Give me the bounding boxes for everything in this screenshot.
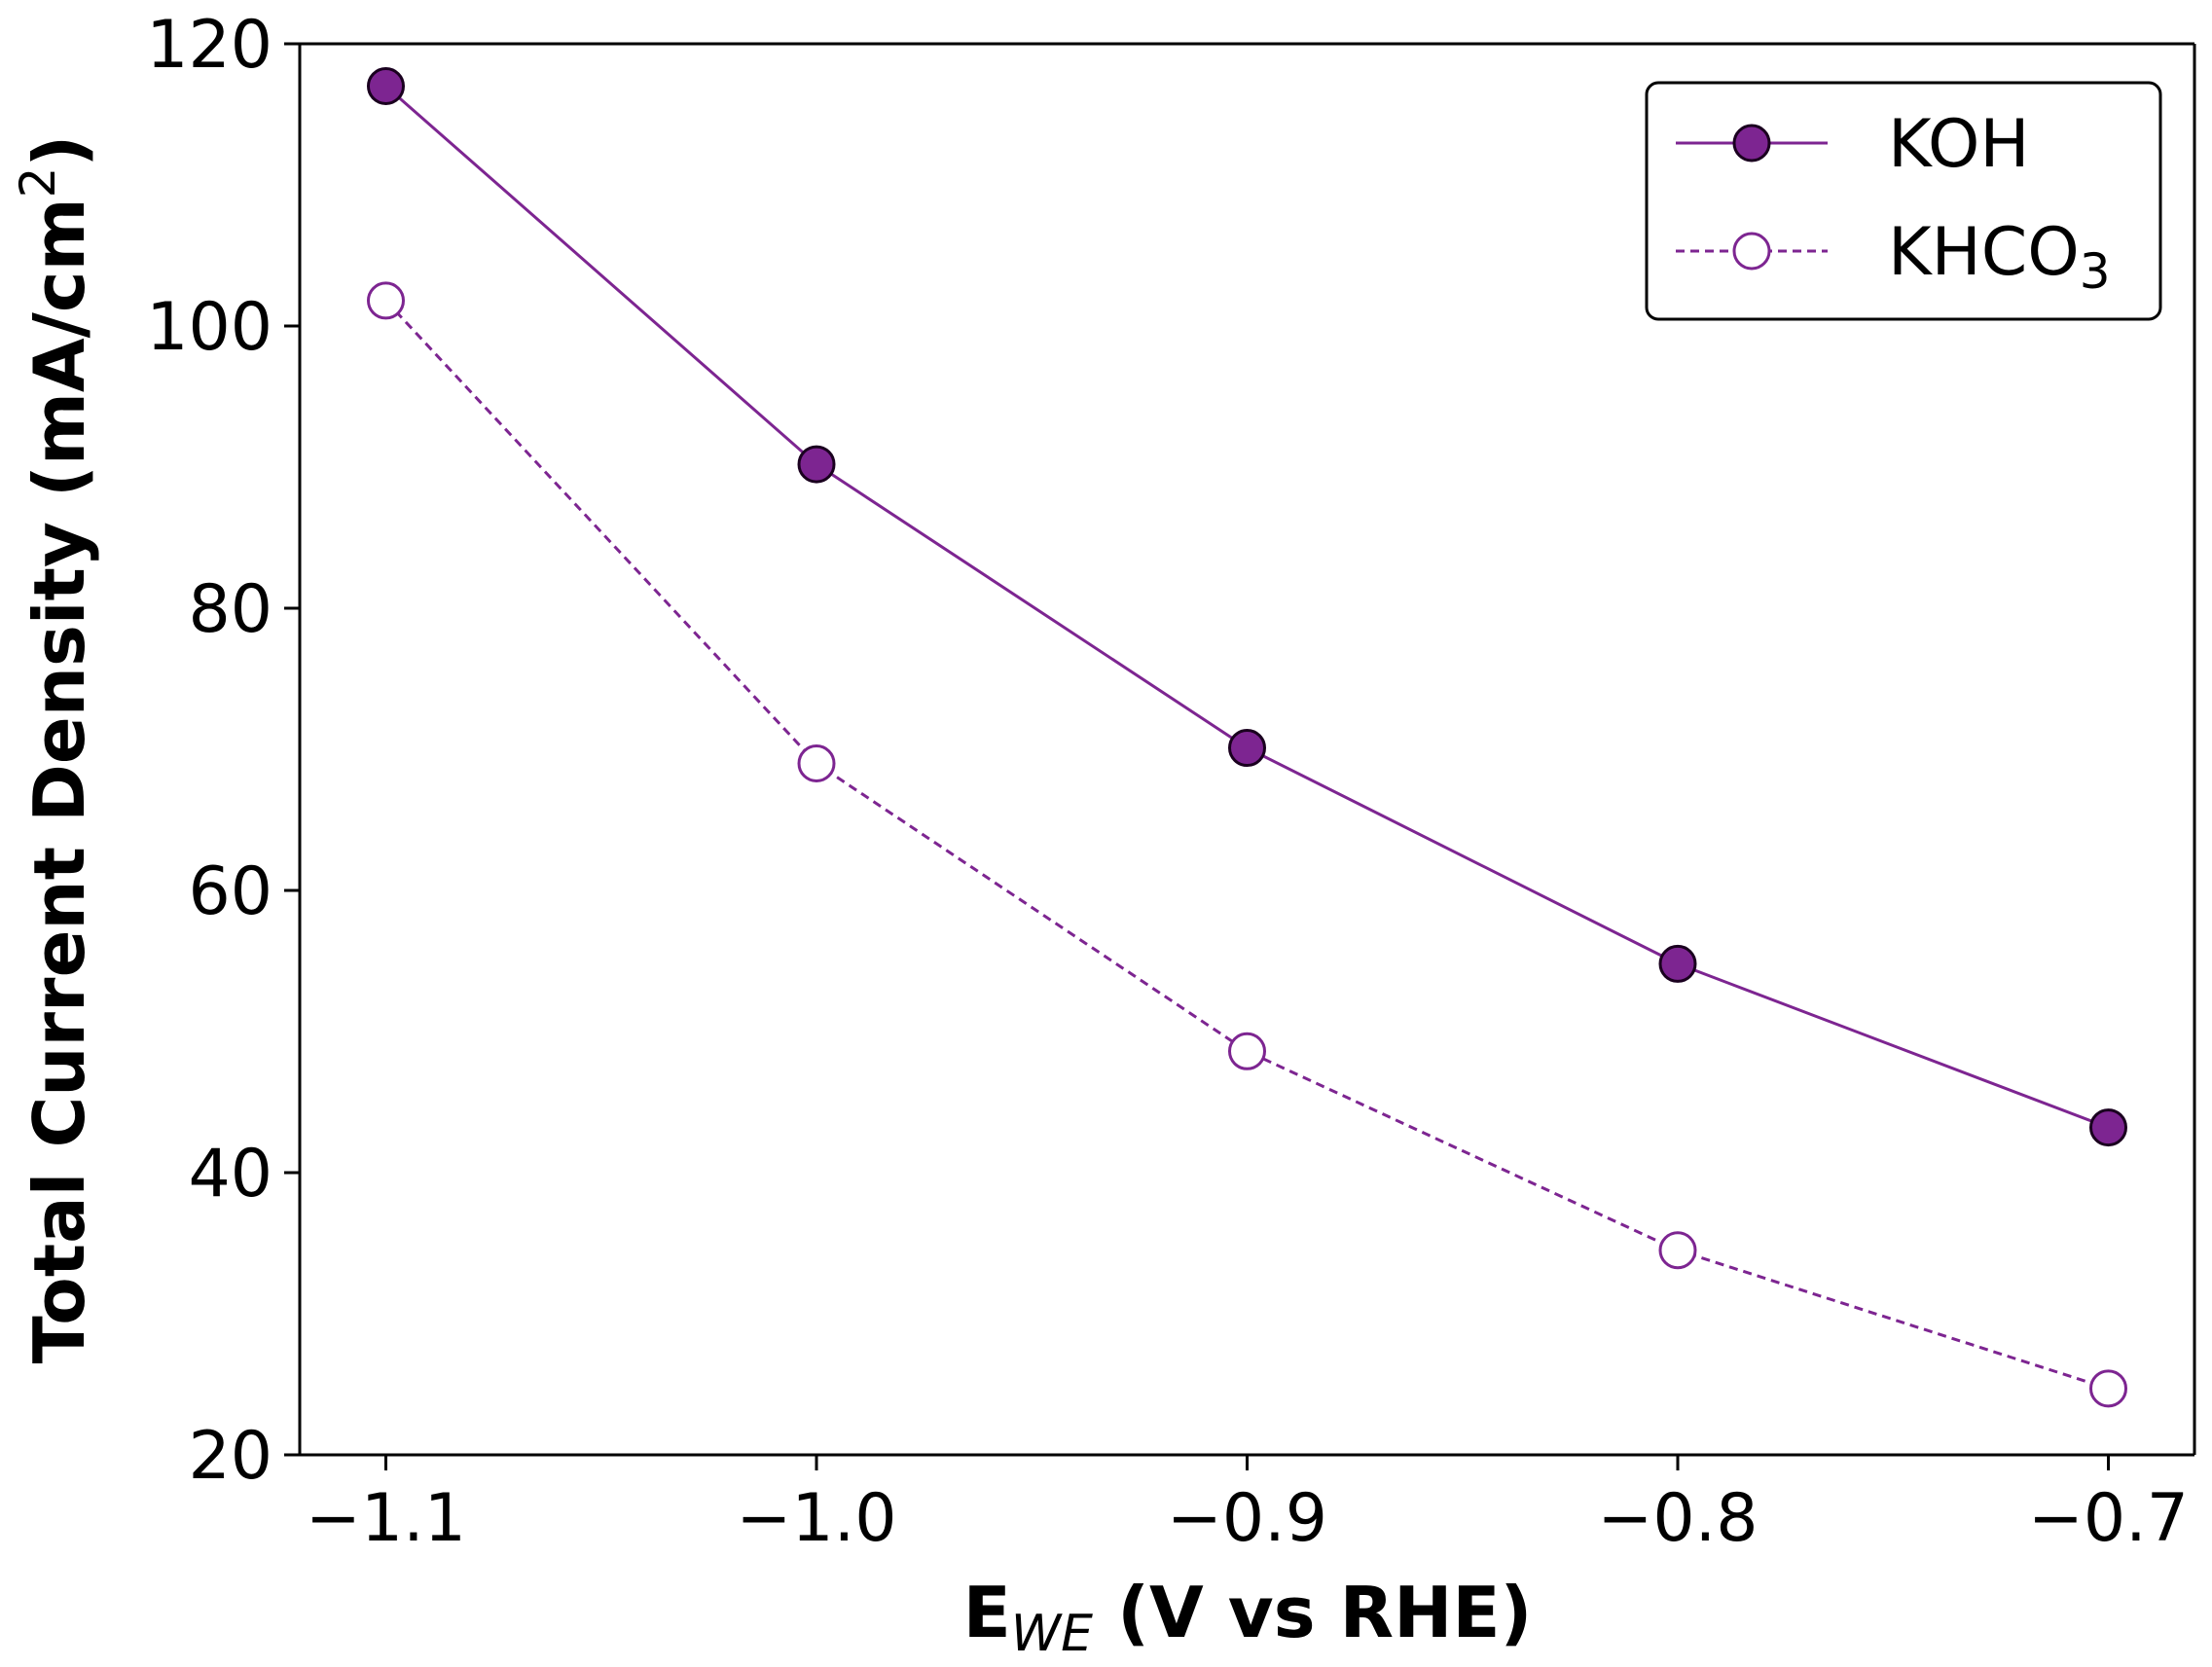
legend-label-khco3: KHCO3 — [1888, 214, 2111, 300]
y-axis-label: Total Current Density (mA/cm2) — [10, 135, 100, 1364]
x-tick-label: −0.7 — [2028, 1480, 2189, 1557]
data-point-khco3 — [1228, 1032, 1266, 1070]
y-tick-label: 60 — [188, 853, 272, 930]
x-tick-label: −1.0 — [736, 1480, 896, 1557]
y-ticks: 20 40 60 80 100 120 — [146, 7, 300, 1495]
x-tick-label: −1.1 — [306, 1480, 466, 1557]
x-axis-label: EWE (V vs RHE) — [963, 1572, 1533, 1663]
data-point-koh — [1228, 729, 1266, 768]
data-point-koh — [1658, 944, 1697, 983]
y-tick-label: 40 — [188, 1136, 272, 1213]
plot-frame — [298, 42, 2196, 1457]
x-tick-label: −0.8 — [1597, 1480, 1758, 1557]
legend-marker-khco3 — [1732, 232, 1771, 271]
x-tick-label: −0.9 — [1167, 1480, 1327, 1557]
series-layer — [367, 67, 2127, 1408]
legend: KOH KHCO3 — [1645, 81, 2162, 321]
data-point-koh — [2089, 1108, 2127, 1147]
data-point-khco3 — [367, 281, 405, 320]
data-point-koh — [367, 67, 405, 105]
x-ticks: −1.1 −1.0 −0.9 −0.8 −0.7 — [306, 1455, 2189, 1557]
y-tick-label: 20 — [188, 1418, 272, 1495]
data-point-koh — [797, 445, 836, 484]
legend-marker-koh — [1732, 124, 1771, 163]
data-point-khco3 — [797, 744, 836, 782]
y-tick-label: 120 — [146, 7, 272, 84]
legend-label-koh: KOH — [1888, 106, 2030, 183]
y-tick-label: 100 — [146, 289, 272, 366]
series-line-khco3 — [384, 299, 2109, 1391]
y-tick-label: 80 — [188, 571, 272, 648]
data-point-khco3 — [1658, 1231, 1697, 1270]
data-point-khco3 — [2089, 1369, 2127, 1408]
